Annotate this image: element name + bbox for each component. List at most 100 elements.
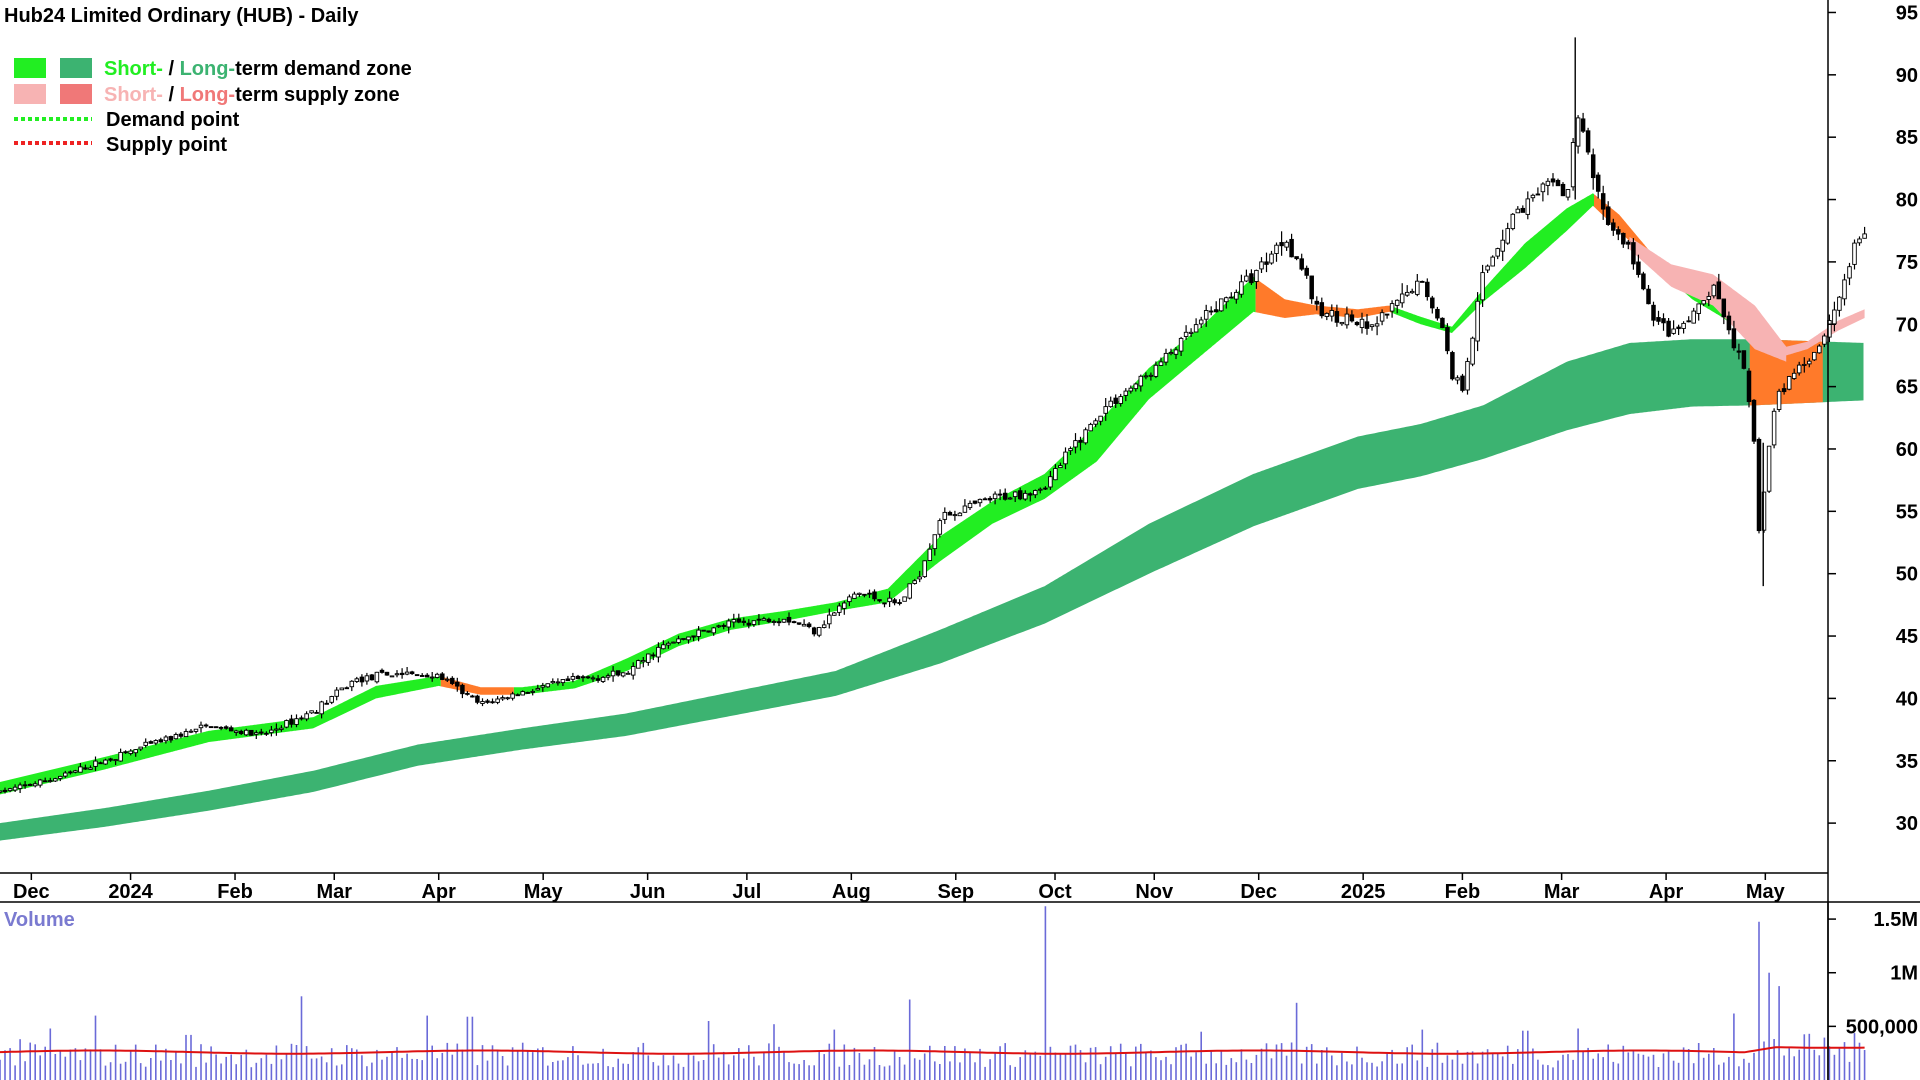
candle xyxy=(158,737,164,743)
legend-short-supply-swatch xyxy=(14,84,46,104)
candle xyxy=(294,714,299,728)
candle xyxy=(424,673,430,678)
candle xyxy=(399,668,405,679)
time-tick-label: Mar xyxy=(1544,881,1580,903)
volume-tick-label: 1.5M xyxy=(1874,909,1918,931)
candle xyxy=(1234,289,1239,304)
price-tick-label: 90 xyxy=(1896,65,1918,87)
candle xyxy=(651,652,656,661)
candle xyxy=(786,612,792,626)
candle xyxy=(1394,299,1400,314)
candle xyxy=(646,653,651,666)
candle xyxy=(1344,306,1350,329)
candle xyxy=(254,730,259,739)
volume-tick-label: 500,000 xyxy=(1846,1016,1918,1038)
candle xyxy=(299,715,304,721)
candle xyxy=(384,671,390,676)
candle xyxy=(309,710,314,714)
candle xyxy=(1560,182,1566,197)
candle xyxy=(987,496,993,503)
candle xyxy=(741,617,747,626)
candle xyxy=(1636,254,1641,278)
candle xyxy=(897,599,902,606)
candle xyxy=(1681,321,1686,334)
candle xyxy=(1093,418,1098,428)
candle xyxy=(259,728,264,736)
candle xyxy=(1520,205,1526,213)
candle xyxy=(98,761,103,765)
candle xyxy=(228,725,234,732)
candle xyxy=(852,591,857,599)
candle xyxy=(334,687,339,701)
candle xyxy=(505,696,510,701)
candle xyxy=(977,498,983,507)
candle xyxy=(1038,487,1043,494)
candle xyxy=(1178,336,1184,356)
candle xyxy=(419,673,425,677)
price-tick-label: 50 xyxy=(1896,564,1918,586)
time-tick-label: Feb xyxy=(1445,881,1481,903)
candle xyxy=(1540,182,1546,202)
candle xyxy=(1208,306,1214,316)
price-tick-label: 85 xyxy=(1896,127,1918,149)
candle xyxy=(1786,375,1792,391)
legend-supply-point-label: Supply point xyxy=(106,134,227,156)
candle xyxy=(1269,250,1274,265)
candle xyxy=(776,618,782,627)
legend-demand-point-label: Demand point xyxy=(106,109,240,131)
short-term-demand-zone xyxy=(513,276,1256,695)
candle xyxy=(952,510,958,521)
candle xyxy=(1646,285,1651,305)
candle xyxy=(53,777,58,782)
candle xyxy=(982,497,988,501)
candle xyxy=(480,698,485,707)
short-term-supply-zone xyxy=(440,676,514,695)
candle xyxy=(1570,138,1576,191)
candle xyxy=(1213,301,1219,313)
candle xyxy=(128,749,133,756)
candle xyxy=(1595,172,1601,199)
candle xyxy=(1028,492,1033,502)
candle xyxy=(636,659,641,669)
candle xyxy=(218,726,224,731)
candle xyxy=(244,728,249,736)
candle xyxy=(1224,296,1229,309)
candle xyxy=(379,668,385,674)
time-tick-label: Sep xyxy=(937,881,974,903)
candle xyxy=(485,698,490,704)
candle xyxy=(354,676,360,683)
time-tick-label: May xyxy=(524,881,564,903)
candle xyxy=(997,489,1003,501)
candle xyxy=(877,599,882,603)
volume-panel: Volume 500,000 1M 1.5M xyxy=(0,903,1918,1080)
candle xyxy=(1017,487,1023,501)
time-tick-label: Dec xyxy=(13,881,50,903)
candle xyxy=(1812,351,1817,361)
candle xyxy=(450,676,455,686)
candle xyxy=(434,672,440,679)
candle xyxy=(429,672,435,682)
candle xyxy=(465,691,470,696)
candle xyxy=(1440,317,1445,329)
candle xyxy=(676,635,681,645)
candle xyxy=(1590,148,1596,190)
candle xyxy=(32,781,38,788)
candle xyxy=(58,775,63,782)
candle xyxy=(1103,398,1108,421)
candle xyxy=(1480,264,1485,307)
volume-average-line xyxy=(0,1046,1865,1055)
candle xyxy=(1631,238,1636,270)
candle xyxy=(1731,320,1737,351)
candle xyxy=(892,597,897,606)
candle xyxy=(530,689,535,696)
candle xyxy=(1384,313,1390,319)
candle xyxy=(816,626,822,638)
candle xyxy=(1716,273,1722,300)
candle xyxy=(882,602,887,608)
candle xyxy=(364,672,370,685)
candle xyxy=(88,765,93,770)
candle xyxy=(1611,218,1616,236)
candle xyxy=(475,694,480,705)
candle xyxy=(1641,271,1646,291)
candle xyxy=(957,512,963,517)
